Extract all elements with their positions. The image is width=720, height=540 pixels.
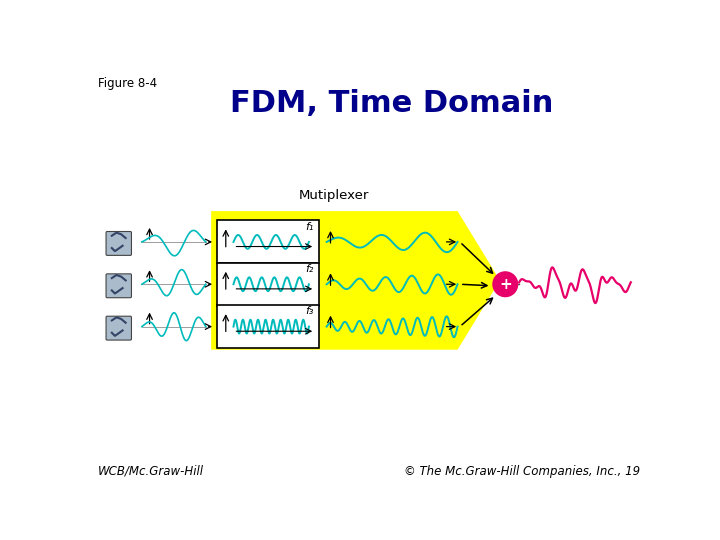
Circle shape	[493, 272, 518, 296]
Text: Figure 8-4: Figure 8-4	[98, 77, 157, 90]
FancyBboxPatch shape	[217, 262, 319, 306]
Text: +: +	[499, 276, 512, 292]
Text: f₁: f₁	[305, 221, 314, 232]
Text: f₃: f₃	[305, 306, 314, 316]
FancyBboxPatch shape	[217, 220, 319, 264]
Text: WCB/Mc.Graw-Hill: WCB/Mc.Graw-Hill	[98, 465, 204, 478]
Text: © The Mc.Graw-Hill Companies, Inc., 19: © The Mc.Graw-Hill Companies, Inc., 19	[404, 465, 640, 478]
Text: f₂: f₂	[305, 264, 314, 274]
Text: FDM, Time Domain: FDM, Time Domain	[230, 89, 554, 118]
FancyBboxPatch shape	[106, 274, 132, 298]
FancyBboxPatch shape	[217, 305, 319, 348]
FancyBboxPatch shape	[106, 316, 132, 340]
Polygon shape	[211, 211, 500, 350]
FancyBboxPatch shape	[106, 232, 132, 255]
Text: Mutiplexer: Mutiplexer	[300, 189, 369, 202]
